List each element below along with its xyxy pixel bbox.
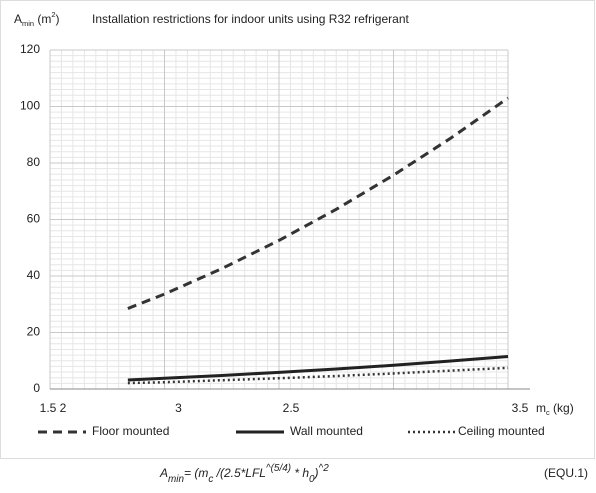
x-axis-label: mc (kg) <box>536 401 574 417</box>
legend-label: Ceiling mounted <box>458 424 545 438</box>
equation-part: = (m <box>184 466 208 480</box>
x-axis-label-part: (kg) <box>550 401 574 415</box>
x-tick-label: 2.5 <box>283 401 300 415</box>
series-line <box>127 96 509 310</box>
equation-part: A <box>159 466 168 480</box>
equation-part: c <box>208 474 213 485</box>
x-tick-label: 1.5 2 <box>40 401 67 415</box>
equation-part: /(2.5*LFL <box>213 466 266 480</box>
y-tick-label: 0 <box>33 381 40 395</box>
equation-part: 0 <box>309 474 315 485</box>
x-tick-label: 3.5 <box>512 401 529 415</box>
legend-label: Wall mounted <box>290 424 363 438</box>
y-tick-label: 40 <box>27 268 41 282</box>
equation: Amin= (mc /(2.5*LFL^(5/4) * h0)^2 <box>159 463 329 485</box>
y-tick-label: 60 <box>27 212 41 226</box>
y-axis-label-part: A <box>14 12 22 26</box>
legend-label: Floor mounted <box>92 424 169 438</box>
y-tick-label: 100 <box>20 99 40 113</box>
series-line <box>127 355 509 382</box>
x-axis-label-part: c <box>546 408 550 417</box>
y-tick-label: 20 <box>27 325 41 339</box>
equation-part: ^(5/4) <box>266 463 291 474</box>
equation-tag: (EQU.1) <box>544 466 588 480</box>
x-tick-label: 3 <box>175 401 182 415</box>
x-axis-label-part: m <box>536 401 546 415</box>
frame <box>0 0 595 459</box>
equation-part: ) <box>313 466 319 480</box>
y-tick-label: 80 <box>27 155 41 169</box>
chart-title: Installation restrictions for indoor uni… <box>92 12 409 26</box>
series-line <box>127 366 509 385</box>
y-tick-label: 120 <box>20 42 40 56</box>
y-axis-label-part: min <box>22 19 34 28</box>
equation-part: min <box>168 474 184 485</box>
y-axis-label-part: (m <box>34 12 51 26</box>
y-axis-label-part: ) <box>55 12 59 26</box>
equation-part: ^2 <box>319 463 330 474</box>
y-axis-label-part: 2 <box>51 10 55 19</box>
equation-part: * h <box>291 466 309 480</box>
y-axis-label: Amin (m2) <box>14 10 59 28</box>
